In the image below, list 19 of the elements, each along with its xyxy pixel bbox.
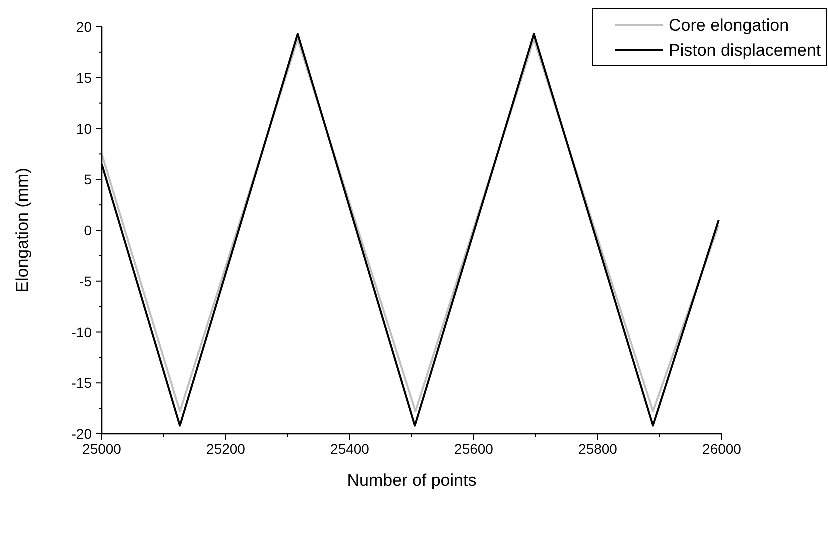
y-axis-title: Elongation (mm) <box>13 168 32 293</box>
x-axis-title: Number of points <box>347 471 477 490</box>
y-tick-label: 15 <box>76 70 92 86</box>
y-tick-label: -20 <box>72 426 92 442</box>
y-tick-label: -15 <box>72 375 92 392</box>
x-tick-label: 26000 <box>702 441 742 457</box>
y-tick-label: 5 <box>84 172 92 188</box>
legend-label: Piston displacement <box>669 41 822 60</box>
x-tick-label: 25200 <box>206 441 246 457</box>
y-tick-label: 10 <box>76 120 92 137</box>
y-tick-label: -10 <box>72 324 92 340</box>
legend-label: Core elongation <box>669 16 790 35</box>
y-tick-label: -5 <box>80 273 92 290</box>
y-tick-label: 20 <box>76 19 92 35</box>
x-tick-label: 25800 <box>578 441 618 457</box>
x-tick-label: 25400 <box>330 441 370 457</box>
x-tick-label: 25600 <box>454 441 494 457</box>
y-tick-label: 0 <box>84 222 92 238</box>
x-tick-label: 25000 <box>82 441 122 457</box>
